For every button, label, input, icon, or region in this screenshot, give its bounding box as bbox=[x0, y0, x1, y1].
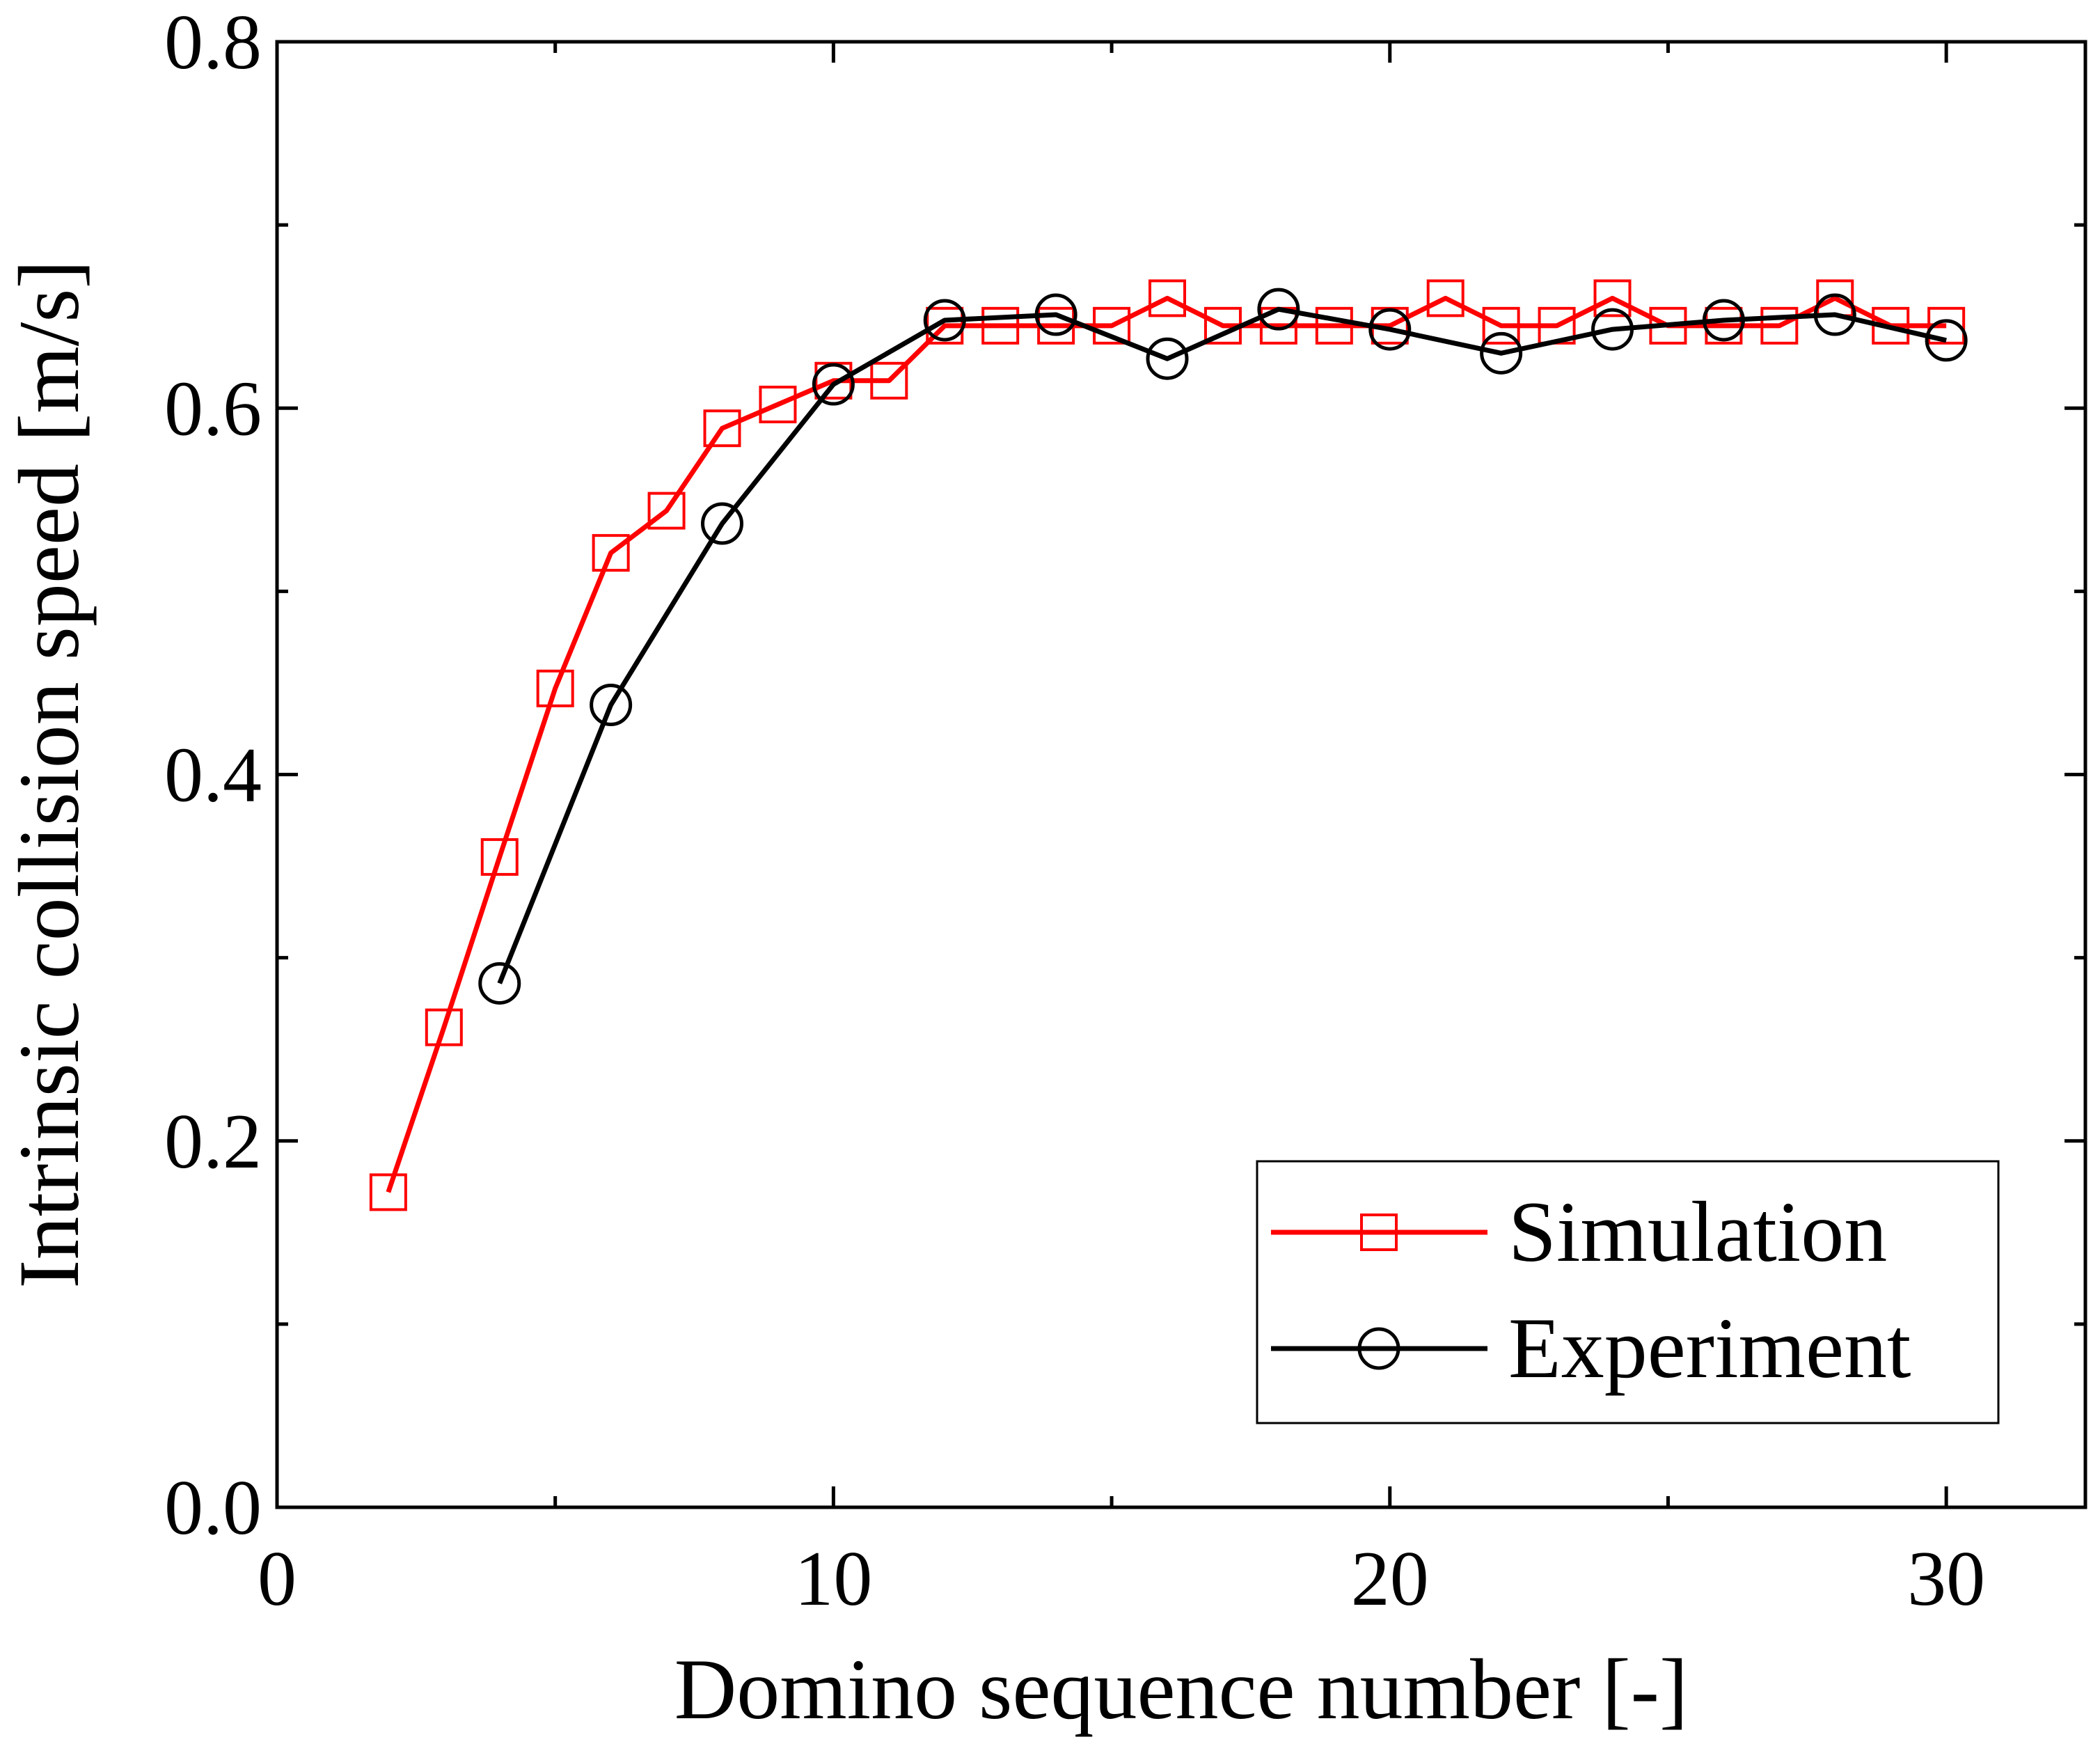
data-point-simulation bbox=[647, 492, 686, 530]
data-point-experiment bbox=[1034, 293, 1077, 336]
x-tick-label: 20 bbox=[1351, 1536, 1429, 1622]
x-tick-label: 10 bbox=[794, 1536, 872, 1622]
data-point-experiment bbox=[1368, 308, 1412, 351]
data-point-experiment bbox=[701, 502, 744, 545]
data-point-experiment bbox=[812, 363, 855, 406]
data-point-simulation bbox=[369, 1173, 407, 1211]
series-layer bbox=[369, 279, 1968, 1211]
data-point-simulation bbox=[592, 534, 630, 572]
y-tick-label: 0.8 bbox=[164, 0, 262, 86]
data-point-simulation bbox=[425, 1008, 463, 1046]
data-point-simulation bbox=[1093, 306, 1131, 345]
y-tick-label: 0.2 bbox=[164, 1099, 262, 1185]
x-tick-label: 30 bbox=[1907, 1536, 1985, 1622]
data-point-simulation bbox=[480, 838, 519, 876]
data-point-experiment bbox=[1925, 319, 1968, 362]
x-tick-label: 0 bbox=[258, 1536, 297, 1622]
series-line-simulation bbox=[386, 295, 1947, 1193]
x-axis-title: Domino sequence number [-] bbox=[674, 1642, 1689, 1737]
y-tick-label: 0.6 bbox=[164, 366, 262, 452]
y-tick-label: 0.0 bbox=[164, 1465, 262, 1551]
y-tick-label: 0.4 bbox=[164, 732, 262, 819]
series-experiment bbox=[478, 288, 1968, 1005]
legend-label-simulation: Simulation bbox=[1508, 1184, 1887, 1280]
data-point-experiment bbox=[478, 961, 521, 1005]
data-point-simulation bbox=[1148, 279, 1187, 317]
legend-label-experiment: Experiment bbox=[1508, 1301, 1911, 1396]
data-point-simulation bbox=[1315, 306, 1353, 345]
data-point-simulation bbox=[536, 669, 574, 707]
series-simulation bbox=[369, 279, 1966, 1211]
data-point-experiment bbox=[590, 684, 633, 727]
legend-marker-simulation bbox=[1360, 1213, 1398, 1251]
data-point-experiment bbox=[1813, 293, 1856, 336]
data-point-simulation bbox=[1760, 306, 1799, 345]
legend: Simulation Experiment bbox=[1256, 1160, 2000, 1424]
data-point-simulation bbox=[703, 409, 741, 448]
data-point-simulation bbox=[1482, 306, 1520, 345]
data-point-experiment bbox=[1591, 308, 1634, 351]
legend-box bbox=[1256, 1160, 2000, 1424]
data-point-simulation bbox=[1426, 279, 1465, 317]
data-point-simulation bbox=[981, 306, 1020, 345]
data-point-experiment bbox=[1146, 337, 1189, 380]
data-point-simulation bbox=[759, 385, 797, 423]
data-point-experiment bbox=[1480, 331, 1523, 375]
data-point-experiment bbox=[1257, 288, 1300, 331]
data-point-simulation bbox=[870, 361, 908, 400]
data-point-experiment bbox=[923, 299, 966, 342]
axis-ticks bbox=[275, 40, 2085, 1509]
legend-marker-experiment bbox=[1357, 1327, 1400, 1370]
data-point-simulation bbox=[1593, 279, 1632, 317]
data-point-simulation bbox=[1927, 306, 1966, 345]
legend-items bbox=[1271, 1213, 1487, 1370]
data-point-experiment bbox=[1702, 299, 1745, 342]
y-axis-title: Intrinsic collision speed [m/s] bbox=[1, 260, 97, 1288]
axis-tick-labels: 0 10 20 30 0.0 0.2 0.4 0.6 0.8 bbox=[164, 0, 1985, 1622]
